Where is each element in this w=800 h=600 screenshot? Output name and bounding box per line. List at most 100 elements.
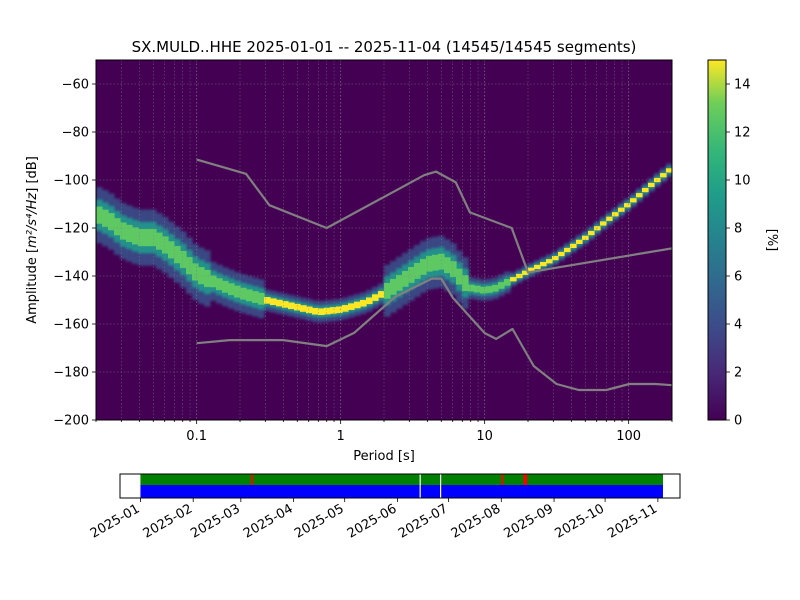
date-tick-label: 2025-09 [501, 501, 556, 541]
heatmap-bin [534, 264, 541, 270]
heatmap-bin [210, 275, 217, 288]
heatmap-bin [630, 198, 637, 203]
y-tick-label: −80 [62, 126, 89, 141]
y-axis-label-prefix: Amplitude [ [25, 248, 40, 324]
heatmap-bin [606, 216, 613, 221]
x-tick-label: 100 [616, 429, 641, 444]
heatmap-bin [198, 267, 205, 285]
heatmap-bin [426, 255, 433, 272]
colorbar-ticks: 0 2 4 6 8 10 12 14 [726, 78, 751, 429]
heatmap-bin [552, 255, 559, 261]
heatmap-bin [276, 299, 283, 307]
heatmap-bin [498, 282, 505, 289]
heatmap-bin [378, 291, 385, 298]
heatmap-bin [612, 212, 619, 217]
heatmap-bin [348, 303, 355, 310]
y-tick-label: −160 [53, 318, 89, 333]
heatmap-bin [540, 261, 547, 267]
colorbar-tick-label: 12 [734, 126, 751, 141]
heatmap-bin [252, 291, 259, 303]
heatmap-bin [312, 307, 319, 315]
date-tick-label: 2025-11 [605, 501, 660, 541]
heatmap-bin [390, 278, 397, 295]
heatmap-bin [192, 263, 199, 281]
noise-models [196, 158, 672, 392]
heatmap-bin [432, 254, 439, 271]
heatmap-bin [150, 229, 157, 247]
heatmap-bin [330, 307, 337, 314]
heatmap-bin [420, 258, 427, 275]
date-tick-label: 2025-08 [449, 501, 504, 541]
y-tick-label: −140 [53, 270, 89, 285]
heatmap-bin [666, 168, 672, 173]
heatmap-bin [462, 275, 469, 292]
heatmap-bin [384, 282, 391, 299]
heatmap-bin [510, 277, 517, 282]
colorbar-tick-label: 10 [734, 174, 751, 189]
heatmap-bin [546, 259, 553, 264]
heatmap-bin [126, 224, 133, 243]
flag-marker [525, 474, 528, 485]
heatmap-bin [492, 284, 499, 292]
colorbar-tick-label: 6 [734, 270, 742, 285]
heatmap-bin [318, 308, 325, 316]
flag-marker [523, 474, 526, 485]
density-heatmap [96, 163, 672, 323]
heatmap-bin [618, 207, 625, 212]
heatmap-bin [564, 247, 571, 253]
heatmap-bin [636, 193, 643, 198]
heatmap-bin [222, 280, 229, 293]
heatmap-bin [576, 239, 583, 244]
heatmap-bin [444, 257, 451, 274]
heatmap-bin [354, 301, 361, 309]
heatmap-bin [102, 209, 109, 227]
heatmap-bin [588, 230, 595, 236]
heatmap-bin [336, 306, 343, 314]
heatmap-bin [474, 285, 481, 293]
heatmap-bin [456, 268, 463, 285]
heatmap-bin [582, 235, 589, 240]
heatmap-bin [306, 306, 313, 314]
x-tick-label: 1 [337, 429, 345, 444]
date-tick-label: 2025-06 [345, 501, 400, 541]
y-axis-label: Amplitude [m²/s⁴/Hz] [dB] [25, 156, 40, 324]
y-tick-label: −200 [53, 414, 89, 429]
heatmap-bin [624, 203, 631, 208]
heatmap-bin [240, 287, 247, 300]
heatmap-bin [264, 297, 271, 304]
date-tick-label: 2025-04 [241, 501, 296, 541]
y-axis-label-suffix: ] [dB] [25, 156, 40, 193]
heatmap-bin [486, 286, 493, 293]
y-tick-label: −100 [53, 174, 89, 189]
heatmap-bin [270, 298, 277, 306]
heatmap-bin [186, 257, 193, 275]
heatmap-bin [228, 283, 235, 296]
y-tick-label: −180 [53, 366, 89, 381]
heatmap-bin [294, 303, 301, 311]
colorbar-tick-label: 2 [734, 366, 742, 381]
x-tick-label: 0.1 [186, 429, 207, 444]
colorbar-tick-label: 8 [734, 222, 742, 237]
colorbar-label: [%] [764, 229, 779, 252]
date-tick-label: 2025-02 [141, 501, 196, 541]
heatmap-bin [120, 222, 127, 240]
y-tick-label: −60 [62, 78, 89, 93]
chart-title: SX.MULD..HHE 2025-01-01 -- 2025-11-04 (1… [132, 38, 637, 56]
y-axis-label-units: m²/s⁴/Hz [25, 192, 40, 248]
date-tick-label: 2025-03 [188, 501, 243, 541]
date-axis-ticks: 2025-012025-022025-032025-042025-052025-… [88, 498, 660, 542]
heatmap-bin [402, 270, 409, 287]
heatmap-bin [144, 229, 151, 247]
heatmap-bin [114, 218, 121, 236]
heatmap-bin [246, 289, 253, 302]
heatmap-bin [504, 279, 511, 286]
heatmap-bin [570, 243, 577, 249]
date-tick-label: 2025-07 [396, 501, 451, 541]
heatmap-bin [324, 307, 331, 315]
heatmap-bin [414, 262, 421, 279]
heatmap-bin [204, 269, 211, 288]
availability-frame [119, 473, 681, 499]
used-data-bar [140, 485, 663, 498]
heatmap-bin [372, 294, 379, 301]
heatmap-bin [360, 299, 367, 307]
